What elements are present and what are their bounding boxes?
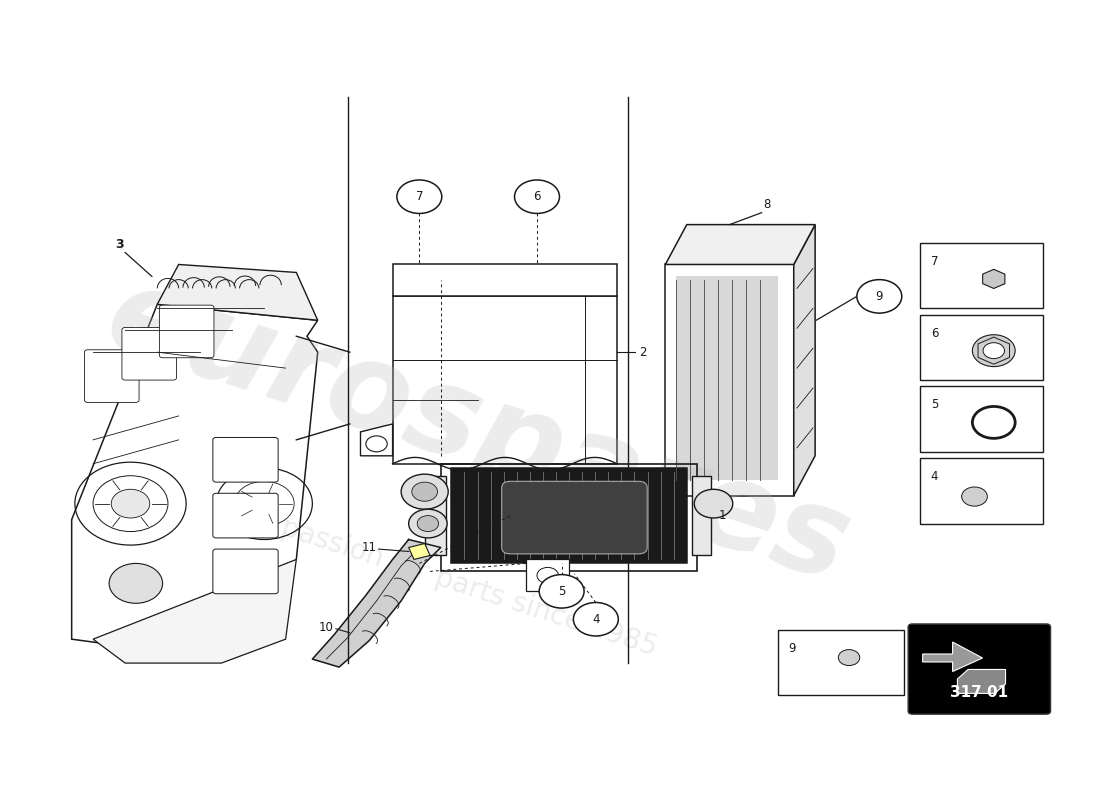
Text: 11: 11	[362, 541, 376, 554]
Polygon shape	[923, 642, 982, 671]
FancyBboxPatch shape	[213, 549, 278, 594]
Circle shape	[573, 602, 618, 636]
Polygon shape	[393, 296, 617, 464]
Text: 3: 3	[116, 238, 124, 251]
Text: 5: 5	[558, 585, 565, 598]
Polygon shape	[157, 265, 318, 320]
Circle shape	[109, 563, 163, 603]
Bar	[920, 458, 1043, 523]
Polygon shape	[982, 270, 1005, 289]
Polygon shape	[666, 265, 794, 496]
Text: 2: 2	[639, 346, 646, 358]
FancyBboxPatch shape	[213, 494, 278, 538]
Circle shape	[417, 515, 439, 531]
Polygon shape	[94, 559, 296, 663]
Bar	[526, 559, 569, 591]
Circle shape	[111, 490, 150, 518]
Text: 317 01: 317 01	[950, 685, 1009, 700]
Bar	[920, 314, 1043, 380]
Text: 5: 5	[931, 398, 938, 411]
Circle shape	[961, 487, 988, 506]
Circle shape	[539, 574, 584, 608]
Polygon shape	[957, 670, 1005, 694]
Circle shape	[694, 490, 733, 518]
Polygon shape	[312, 539, 441, 667]
Text: 10: 10	[319, 621, 333, 634]
Circle shape	[857, 280, 902, 313]
FancyBboxPatch shape	[213, 438, 278, 482]
Bar	[778, 630, 904, 695]
Polygon shape	[361, 424, 393, 456]
Text: 7: 7	[931, 255, 938, 268]
FancyBboxPatch shape	[85, 350, 139, 402]
Bar	[692, 476, 712, 555]
Text: 9: 9	[789, 642, 796, 654]
Circle shape	[397, 180, 442, 214]
Text: 4: 4	[931, 470, 938, 483]
Bar	[676, 277, 778, 480]
Text: 9: 9	[876, 290, 883, 303]
Circle shape	[515, 180, 560, 214]
FancyBboxPatch shape	[160, 305, 213, 358]
Text: a passion for parts since 1985: a passion for parts since 1985	[253, 506, 661, 662]
Polygon shape	[72, 304, 318, 655]
Bar	[441, 464, 697, 571]
Circle shape	[402, 474, 448, 510]
Text: 6: 6	[931, 326, 938, 340]
Text: 8: 8	[763, 198, 771, 211]
Bar	[451, 468, 686, 563]
FancyBboxPatch shape	[122, 327, 176, 380]
Polygon shape	[666, 225, 815, 265]
Text: 6: 6	[534, 190, 541, 203]
Circle shape	[983, 342, 1004, 358]
Text: 4: 4	[592, 613, 600, 626]
Circle shape	[408, 510, 447, 538]
Polygon shape	[408, 543, 430, 559]
FancyBboxPatch shape	[502, 482, 647, 554]
Polygon shape	[393, 265, 617, 296]
Text: 1: 1	[719, 509, 726, 522]
Circle shape	[838, 650, 860, 666]
FancyBboxPatch shape	[909, 624, 1050, 714]
Circle shape	[366, 436, 387, 452]
Text: eurospares: eurospares	[92, 257, 864, 607]
Bar	[920, 386, 1043, 452]
Circle shape	[972, 334, 1015, 366]
Text: 7: 7	[416, 190, 424, 203]
Polygon shape	[794, 225, 815, 496]
Bar	[425, 476, 447, 555]
Circle shape	[411, 482, 438, 502]
Bar	[920, 243, 1043, 308]
